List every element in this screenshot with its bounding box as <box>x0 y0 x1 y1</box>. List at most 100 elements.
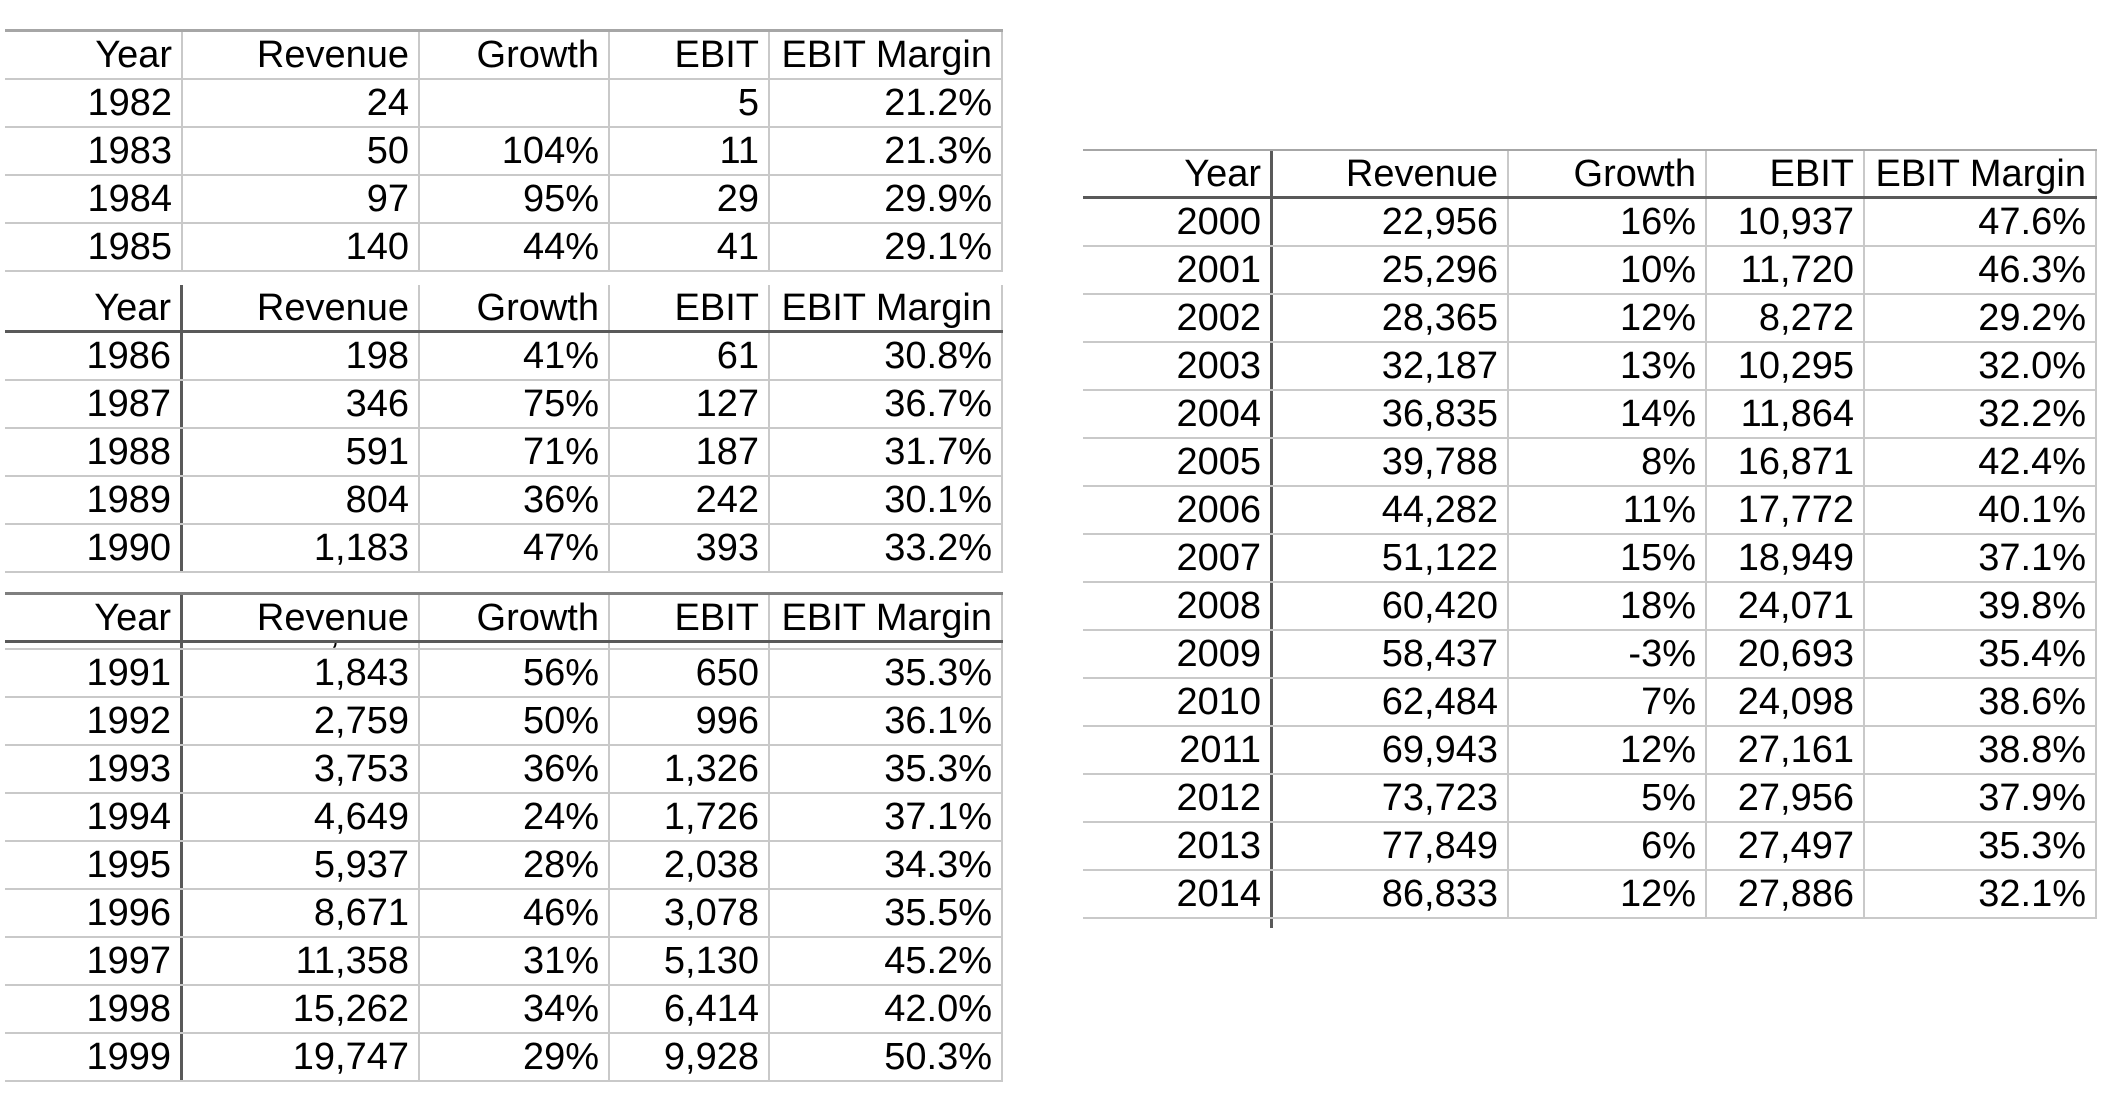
cell: 1992 <box>5 698 183 744</box>
table-row: 2002 28,365 12% 8,272 29.2% <box>1083 295 2097 343</box>
table-row: 2001 25,296 10% 11,720 46.3% <box>1083 247 2097 295</box>
cell: 10% <box>1509 247 1707 293</box>
cell: 1982 <box>5 80 183 126</box>
cell: 14% <box>1509 391 1707 437</box>
cell: 1986 <box>5 333 183 379</box>
cell: 35.3% <box>770 746 1003 792</box>
table-row: 1982 24 5 21.2% <box>5 80 1003 128</box>
cell: 2002 <box>1083 295 1273 341</box>
table-row: 2008 60,420 18% 24,071 39.8% <box>1083 583 2097 631</box>
cell: 77,849 <box>1273 823 1509 869</box>
cell: 127 <box>610 381 770 427</box>
cell: 11,720 <box>1707 247 1865 293</box>
cell: 2011 <box>1083 727 1273 773</box>
cell: 40.1% <box>1865 487 2097 533</box>
cell: 17,772 <box>1707 487 1865 533</box>
column-header-ebit-margin: EBIT Margin <box>1865 151 2097 196</box>
cell: 8,272 <box>1707 295 1865 341</box>
cell: 47% <box>420 525 610 571</box>
column-header-ebit-margin: EBIT Margin <box>770 285 1003 330</box>
cell: 8% <box>1509 439 1707 485</box>
column-header-growth: Growth <box>420 595 610 640</box>
cell: 21.2% <box>770 80 1003 126</box>
cell: 12% <box>1509 871 1707 917</box>
column-header-revenue: Revenue <box>183 32 420 78</box>
column-header-ebit: EBIT <box>610 595 770 640</box>
cell: 39,788 <box>1273 439 1509 485</box>
table-row: 1990 1,183 47% 393 33.2% <box>5 525 1003 573</box>
cell: 34.3% <box>770 842 1003 888</box>
cell: 31.7% <box>770 429 1003 475</box>
cell: 2010 <box>1083 679 1273 725</box>
cell: 2,038 <box>610 842 770 888</box>
column-header-year: Year <box>5 595 183 640</box>
table-row: 2009 58,437 -3% 20,693 35.4% <box>1083 631 2097 679</box>
cell: 24% <box>420 794 610 840</box>
cell: 75% <box>420 381 610 427</box>
column-header-growth: Growth <box>420 285 610 330</box>
cell: 242 <box>610 477 770 523</box>
cell: 24,071 <box>1707 583 1865 629</box>
cell: 42.4% <box>1865 439 2097 485</box>
cell: 30.1% <box>770 477 1003 523</box>
cell: 2014 <box>1083 871 1273 917</box>
cell: 37.9% <box>1865 775 2097 821</box>
cell: 2007 <box>1083 535 1273 581</box>
cell: 36% <box>420 477 610 523</box>
table-row: 2000 22,956 16% 10,937 47.6% <box>1083 199 2097 247</box>
cell: 1985 <box>5 224 183 270</box>
cell: 97 <box>183 176 420 222</box>
cell: 11 <box>610 128 770 174</box>
table-row: 2003 32,187 13% 10,295 32.0% <box>1083 343 2097 391</box>
cell: 12% <box>1509 295 1707 341</box>
cell: 45.2% <box>770 938 1003 984</box>
cell: 1,726 <box>610 794 770 840</box>
cell: 29% <box>420 1034 610 1080</box>
table-row: 1984 97 95% 29 29.9% <box>5 176 1003 224</box>
cell: 46.3% <box>1865 247 2097 293</box>
cell: 1991 <box>5 650 183 696</box>
cell: 1996 <box>5 890 183 936</box>
column-header-revenue: Revenue <box>183 285 420 330</box>
column-header-growth: Growth <box>420 32 610 78</box>
cell: 44% <box>420 224 610 270</box>
header-row: Year Revenue Growth EBIT EBIT Margin <box>5 285 1003 333</box>
cell: 11% <box>1509 487 1707 533</box>
cell: 8,671 <box>183 890 420 936</box>
cell: 4,649 <box>183 794 420 840</box>
cropped-cell <box>770 643 1003 648</box>
cell: 69,943 <box>1273 727 1509 773</box>
table-row: 1992 2,759 50% 996 36.1% <box>5 698 1003 746</box>
cell: 1983 <box>5 128 183 174</box>
cell: 29.2% <box>1865 295 2097 341</box>
table-row: 1985 140 44% 41 29.1% <box>5 224 1003 272</box>
cell: 1,326 <box>610 746 770 792</box>
cell: 28% <box>420 842 610 888</box>
cell: 46% <box>420 890 610 936</box>
column-header-ebit: EBIT <box>610 285 770 330</box>
column-header-ebit: EBIT <box>610 32 770 78</box>
cell: 650 <box>610 650 770 696</box>
cell: 1987 <box>5 381 183 427</box>
cell: 1,183 <box>183 525 420 571</box>
cell: 35.4% <box>1865 631 2097 677</box>
cell: 39.8% <box>1865 583 2097 629</box>
cell: 346 <box>183 381 420 427</box>
cell: 62,484 <box>1273 679 1509 725</box>
column-header-revenue: Revenue <box>1273 151 1509 196</box>
table-row: 1983 50 104% 11 21.3% <box>5 128 1003 176</box>
cell: 804 <box>183 477 420 523</box>
comma-fragment: , <box>329 643 340 648</box>
cell: 50 <box>183 128 420 174</box>
cell: 104% <box>420 128 610 174</box>
table-row: 1988 591 71% 187 31.7% <box>5 429 1003 477</box>
table-row: 2013 77,849 6% 27,497 35.3% <box>1083 823 2097 871</box>
cell: 73,723 <box>1273 775 1509 821</box>
header-row: Year Revenue Growth EBIT EBIT Margin <box>1083 151 2097 199</box>
cell: 1990 <box>5 525 183 571</box>
cell: 56% <box>420 650 610 696</box>
column-header-growth: Growth <box>1509 151 1707 196</box>
cell: 2013 <box>1083 823 1273 869</box>
cell: 11,358 <box>183 938 420 984</box>
